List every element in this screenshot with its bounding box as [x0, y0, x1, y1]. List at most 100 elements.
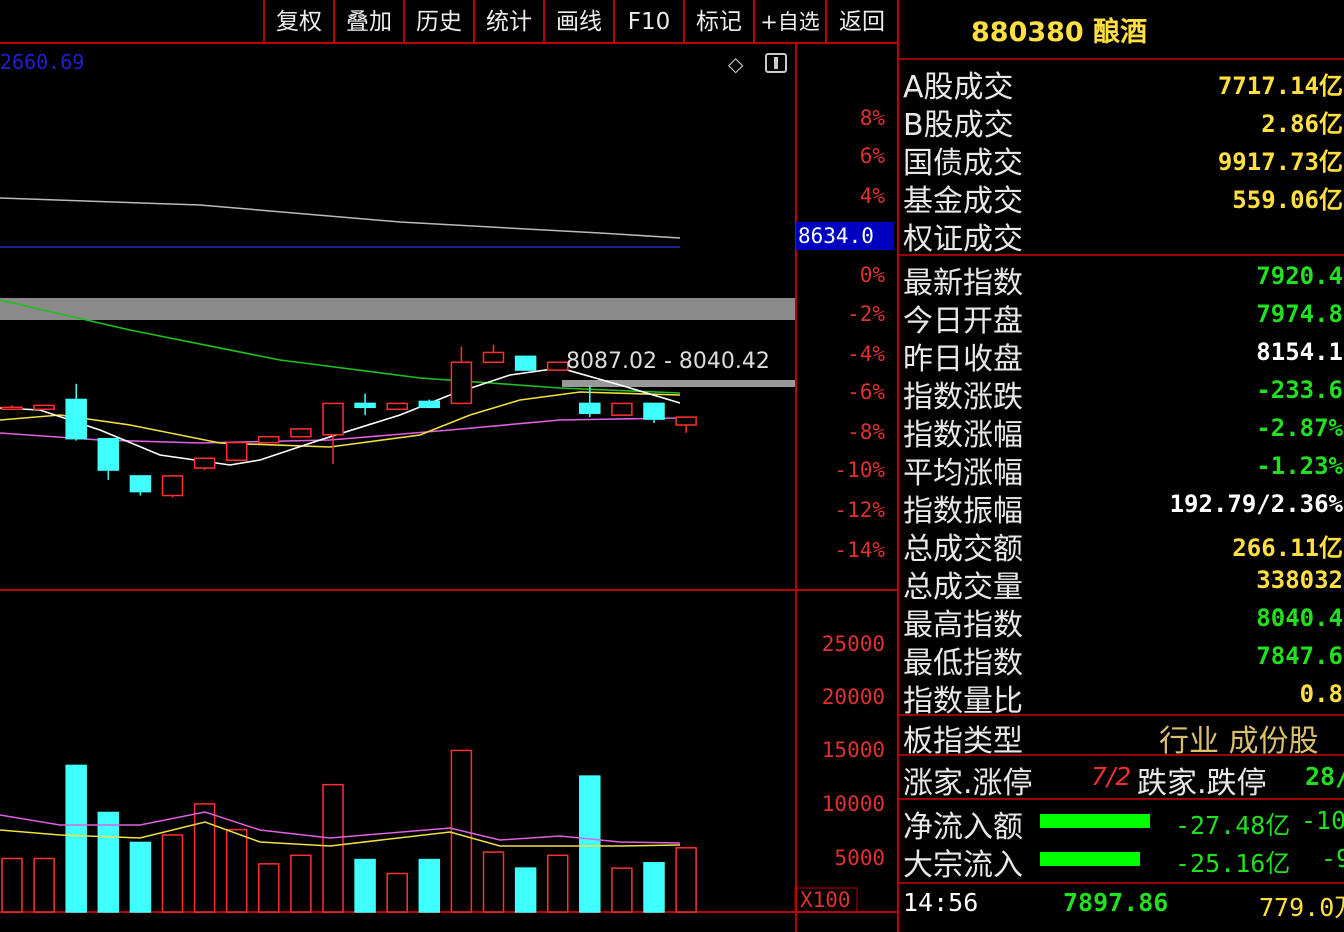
candle-body	[65, 398, 87, 440]
candle-body	[97, 437, 120, 471]
candle-body	[450, 361, 473, 405]
divider	[899, 714, 1344, 716]
fuquan-button[interactable]: 复权	[263, 0, 333, 44]
stat-label: 权证成交	[903, 222, 1023, 257]
f10-button[interactable]: F10	[613, 0, 683, 44]
stat-label: 指数涨跌	[903, 380, 1023, 415]
block-label: 大宗流入	[903, 848, 1023, 883]
stat-value: 8154.1	[1256, 338, 1343, 366]
tick-price: 7897.86	[1063, 888, 1169, 917]
volume-bar	[161, 834, 184, 913]
volume-bar	[65, 764, 87, 913]
stat-label: 国债成交	[903, 146, 1023, 181]
stat-row: 权证成交	[903, 214, 1344, 257]
stat-label: 最高指数	[903, 608, 1023, 643]
draw-button[interactable]: 画线	[543, 0, 613, 44]
stat-label: 平均涨幅	[903, 456, 1023, 491]
diamond-icon[interactable]: ◇	[728, 52, 744, 76]
stat-label: 总成交量	[903, 570, 1023, 605]
stat-value: 2.86亿	[1261, 110, 1343, 138]
stat-row: 基金成交 559.06亿	[903, 176, 1344, 219]
stat-value: 338032	[1256, 566, 1343, 594]
volume-bar	[290, 854, 312, 913]
top-value: 2660.69	[0, 50, 85, 74]
volume-bar	[546, 854, 569, 913]
pct-tick: -4%	[847, 342, 885, 366]
row-type: 板指类型 行业 成份股	[903, 716, 1344, 759]
down-label: 跌家.跌停	[1137, 766, 1267, 801]
volume-tick: 20000	[821, 685, 885, 709]
volume-bar	[225, 828, 248, 913]
stat-label: 今日开盘	[903, 304, 1023, 339]
inflow-label: 净流入额	[903, 810, 1023, 845]
pct-tick: 8%	[859, 106, 885, 130]
volume-bar	[579, 775, 601, 913]
divider	[899, 798, 1344, 800]
inflow-bar	[1040, 814, 1150, 828]
stat-value: -1.23%	[1256, 452, 1343, 480]
info-panel: 880380 酿酒 A股成交 7717.14亿 B股成交 2.86亿 国债成交 9917.…	[897, 0, 1344, 932]
stats-button[interactable]: 统计	[473, 0, 543, 44]
volume-bar	[129, 841, 152, 913]
stat-row: B股成交 2.86亿	[903, 100, 1344, 143]
pct-tick: 6%	[859, 144, 885, 168]
divider	[899, 882, 1344, 884]
volume-bar	[482, 851, 505, 913]
type-label: 板指类型	[903, 724, 1023, 759]
stat-row: 指数涨幅 -2.87%	[903, 410, 1344, 453]
pct-tick: 0%	[859, 263, 885, 287]
moving-average-line	[0, 391, 681, 448]
stat-row: 国债成交 9917.73亿	[903, 138, 1344, 181]
mark-button[interactable]: 标记	[683, 0, 753, 44]
row-net-inflow: 净流入额 -27.48亿 -10%	[903, 802, 1344, 845]
candle-body	[322, 402, 344, 436]
volume-tick: 25000	[821, 632, 885, 656]
volume-ma-line	[0, 811, 681, 844]
up-value: 7/2	[1091, 762, 1132, 791]
candle-body	[514, 355, 537, 371]
stat-label: 指数量比	[903, 684, 1023, 719]
candle-body	[258, 435, 280, 444]
toolbar: 复权 叠加 历史 统计 画线 F10 标记 +自选 返回	[0, 0, 897, 44]
unit-box	[794, 887, 858, 913]
candle-body	[386, 402, 408, 411]
up-label: 涨家.涨停	[903, 766, 1033, 801]
add-watchlist-button[interactable]: +自选	[753, 0, 825, 44]
back-button[interactable]: 返回	[825, 0, 897, 44]
block-bar	[1040, 852, 1140, 866]
stat-label: B股成交	[903, 108, 1014, 143]
overlay-button[interactable]: 叠加	[333, 0, 403, 44]
stat-row: 平均涨幅 -1.23%	[903, 448, 1344, 491]
history-button[interactable]: 历史	[403, 0, 473, 44]
volume-bar	[354, 858, 376, 913]
stat-row: 最高指数 8040.4	[903, 600, 1344, 643]
candle-body	[579, 402, 601, 414]
candle-body	[161, 475, 184, 497]
stat-value: 0.8	[1299, 680, 1343, 708]
volume-tick: 10000	[821, 792, 885, 816]
candle-body	[193, 457, 216, 469]
volume-bar	[611, 867, 633, 913]
candle-body	[1, 406, 23, 411]
pane-divider	[0, 911, 897, 913]
divider	[899, 254, 1344, 256]
candle-body	[482, 351, 505, 363]
stat-label: 基金成交	[903, 184, 1023, 219]
stat-row: 指数涨跌 -233.6	[903, 372, 1344, 415]
stat-value: 8040.4	[1256, 604, 1343, 632]
stat-label: 指数涨幅	[903, 418, 1023, 453]
chart-canvas[interactable]	[0, 0, 897, 932]
pane-divider	[0, 589, 897, 591]
stat-value: -233.6	[1256, 376, 1343, 404]
stat-row: 指数振幅 192.79/2.36%	[903, 486, 1344, 529]
stat-label: 指数振幅	[903, 494, 1023, 529]
panel-toggle-icon[interactable]	[765, 53, 787, 73]
stat-value: 7847.6	[1256, 642, 1343, 670]
candle-body	[546, 361, 569, 371]
stat-label: A股成交	[903, 70, 1014, 105]
volume-bar	[322, 783, 344, 913]
kline-chart[interactable]: 2660.69 ◇ 8087.02 - 8040.42 8634.0 8% 6% 4…	[0, 0, 897, 932]
stat-value: 266.11亿	[1232, 534, 1343, 562]
stat-value: 192.79/2.36%	[1169, 490, 1343, 518]
volume-bar	[386, 872, 408, 913]
